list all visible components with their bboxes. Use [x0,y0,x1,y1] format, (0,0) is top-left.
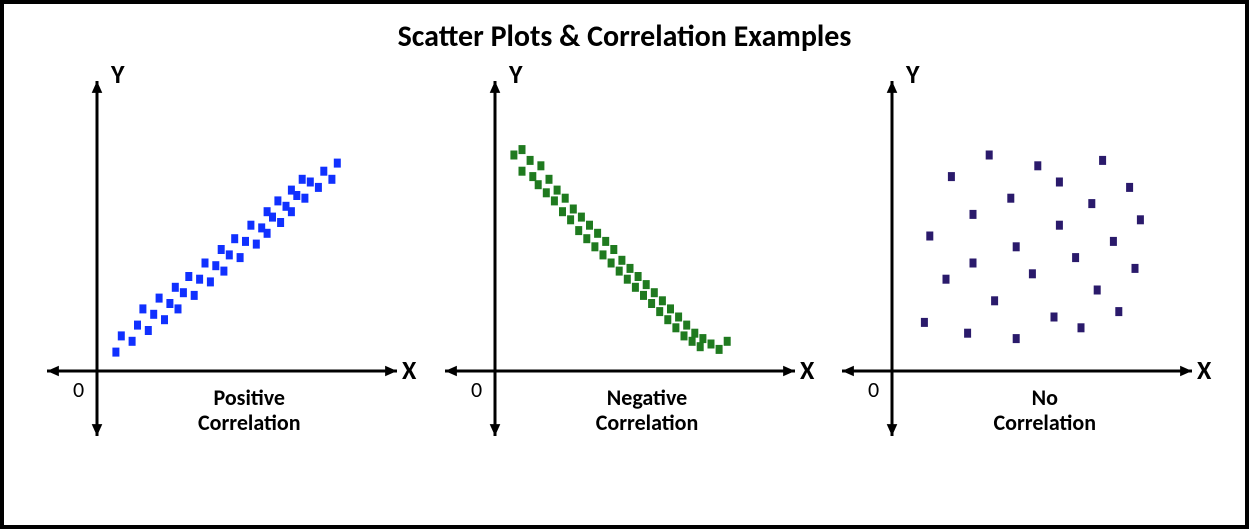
x-axis-label: X [800,354,815,386]
y-axis-label: Y [508,61,523,90]
plots-row: Y X 0 Positive Correlation Y X 0 Negative Corre… [4,61,1245,451]
caption-none: No Correlation [912,385,1177,436]
scatter-plot-negative: Y X 0 Negative Correlation [430,61,820,451]
markers-none [921,151,1144,344]
origin-label: 0 [868,376,879,403]
figure-frame: Scatter Plots & Correlation Examples Y X 0… [0,0,1249,529]
origin-label: 0 [471,376,482,403]
origin-label: 0 [73,376,84,403]
caption-negative: Negative Correlation [515,385,780,436]
scatter-plot-positive: Y X 0 Positive Correlation [32,61,422,451]
x-axis-label: X [1197,354,1212,386]
markers-negative [510,145,730,354]
y-axis-label: Y [110,61,125,90]
x-axis-label: X [402,354,417,386]
page-title: Scatter Plots & Correlation Examples [4,18,1245,55]
y-axis-label: Y [905,61,920,90]
caption-positive: Positive Correlation [117,385,382,436]
markers-positive [112,159,340,357]
scatter-plot-none: Y X 0 No Correlation [827,61,1217,451]
